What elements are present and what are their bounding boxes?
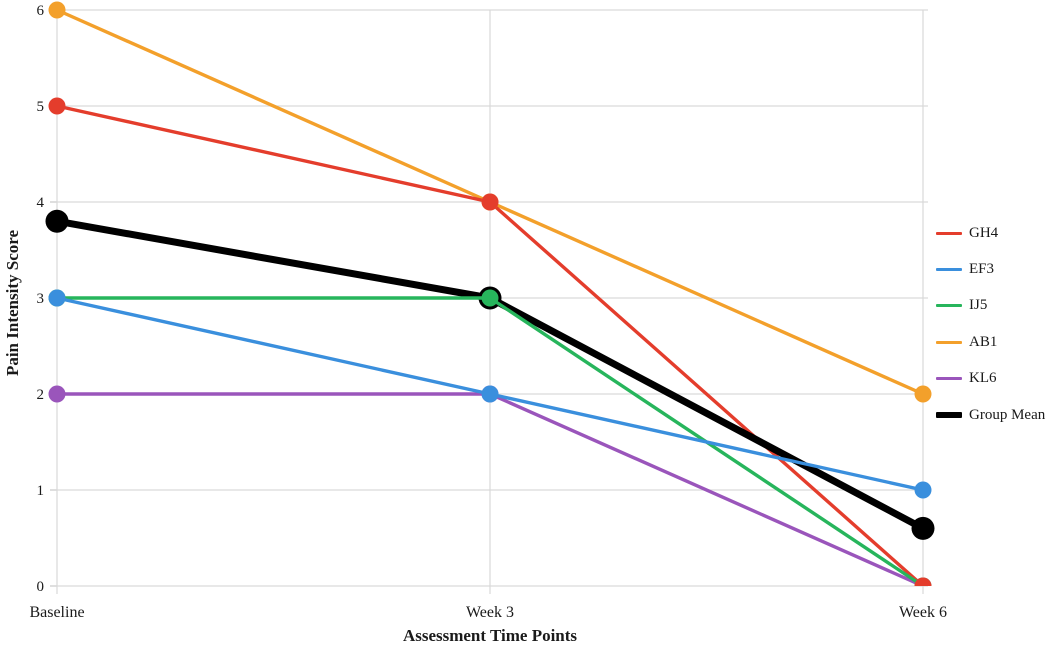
y-tick-label: 2 (37, 387, 45, 403)
legend-swatch (936, 304, 962, 308)
legend-swatch (936, 231, 962, 235)
series-marker-GH4 (481, 193, 499, 211)
legend-swatch (936, 377, 962, 381)
series-marker-GH4 (914, 577, 932, 586)
series-marker-AB1 (48, 1, 66, 19)
series-marker-Group-Mean (911, 516, 935, 540)
legend-swatch (936, 412, 962, 419)
legend-label: EF3 (969, 261, 995, 278)
legend-item-EF3: EF3 (936, 251, 1045, 287)
y-tick-label: 0 (37, 579, 45, 595)
y-tick-label: 6 (37, 3, 45, 19)
legend-label: GH4 (969, 224, 999, 241)
legend-item-IJ5: IJ5 (936, 288, 1045, 324)
legend-label: Group Mean (969, 406, 1046, 423)
legend-item-GH4: GH4 (936, 215, 1045, 251)
series-marker-GH4 (48, 97, 66, 115)
series-marker-EF3 (914, 481, 932, 499)
series-marker-IJ5 (481, 289, 499, 307)
legend-item-KL6: KL6 (936, 361, 1045, 397)
y-tick-label: 4 (37, 195, 45, 211)
legend-swatch (936, 268, 962, 272)
y-tick-label: 3 (37, 291, 45, 307)
series-marker-EF3 (481, 385, 499, 403)
legend-label: AB1 (969, 333, 998, 350)
y-tick-label: 1 (37, 483, 45, 499)
x-axis-title: Assessment Time Points (402, 626, 578, 645)
x-tick-label: Week 6 (899, 604, 947, 621)
x-tick-label: Baseline (29, 604, 84, 621)
legend-item-Group-Mean: Group Mean (936, 397, 1045, 433)
series-marker-Group-Mean (45, 209, 69, 233)
legend: GH4 EF3 IJ5 AB1 KL6 Group Mean (936, 215, 1045, 433)
legend-label: KL6 (969, 370, 997, 387)
y-tick-label: 5 (37, 99, 45, 115)
legend-item-AB1: AB1 (936, 324, 1045, 360)
series-marker-AB1 (914, 385, 932, 403)
x-tick-label: Week 3 (466, 604, 514, 621)
y-axis-title: Pain Intensity Score (3, 229, 22, 377)
series-marker-KL6 (48, 385, 66, 403)
series-marker-EF3 (48, 289, 66, 307)
legend-swatch (936, 340, 962, 344)
legend-label: IJ5 (969, 297, 988, 314)
